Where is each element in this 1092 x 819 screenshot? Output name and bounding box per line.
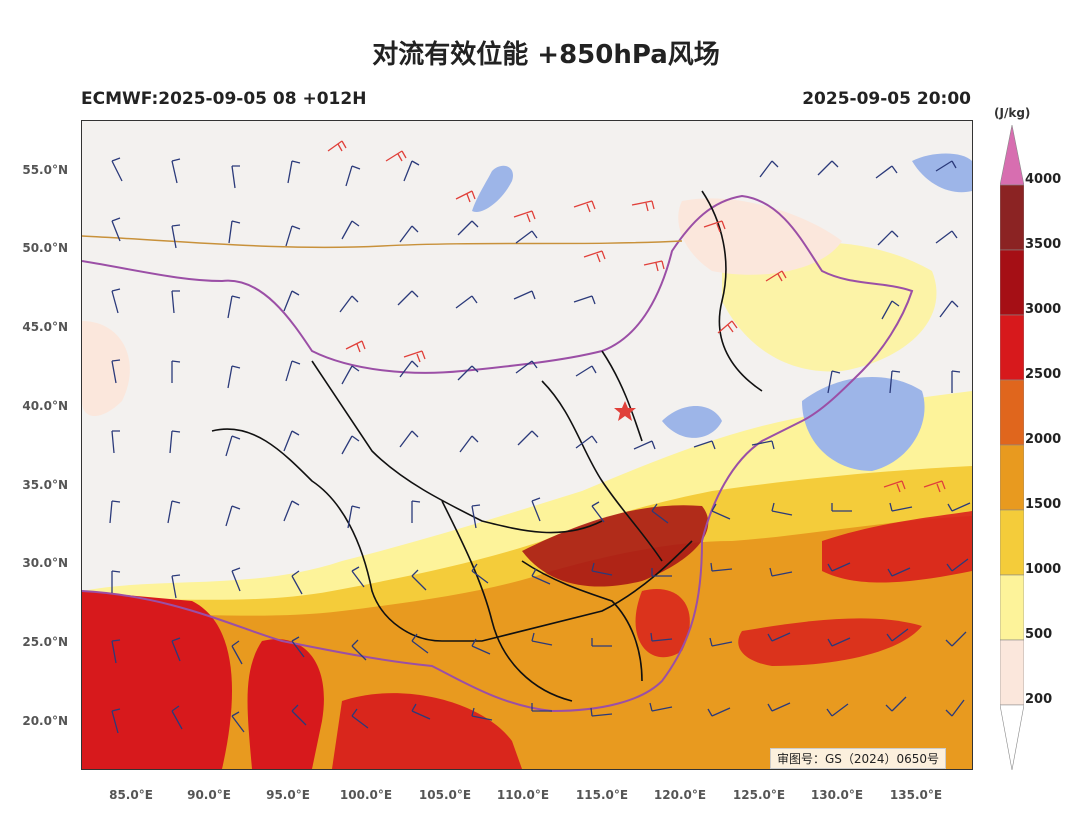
colorbar-segment — [1000, 639, 1024, 706]
lon-label: 135.0°E — [889, 788, 943, 802]
colorbar-segment — [1000, 509, 1024, 576]
lat-label: 50.0°N — [22, 241, 68, 255]
province-border — [211, 428, 693, 642]
province-border — [441, 500, 573, 702]
lon-label: 120.0°E — [653, 788, 707, 802]
province-border — [311, 360, 603, 534]
international-border — [82, 235, 683, 249]
colorbar-label: 2000 — [1025, 432, 1062, 447]
map-canvas — [82, 140, 972, 769]
lake — [912, 153, 972, 193]
capital-star — [614, 401, 636, 421]
colorbar-segment — [1000, 184, 1024, 251]
colorbar-segment — [1000, 574, 1024, 641]
national-border — [82, 194, 914, 713]
colorbar-segment — [1000, 444, 1024, 511]
colorbar-label: 1000 — [1025, 562, 1062, 577]
lon-label: 110.0°E — [496, 788, 550, 802]
colorbar-label: 3500 — [1025, 237, 1062, 252]
lat-label: 30.0°N — [22, 556, 68, 570]
lon-label: 115.0°E — [575, 788, 629, 802]
lon-label: 105.0°E — [418, 788, 472, 802]
province-border — [701, 190, 763, 392]
colorbar-extend-top — [1000, 125, 1024, 186]
wind-barbs-normal — [109, 157, 971, 734]
lat-label: 35.0°N — [22, 478, 68, 492]
cape-region-very-high — [822, 511, 972, 583]
lake — [472, 165, 513, 212]
lon-label: 100.0°E — [339, 788, 393, 802]
colorbar-unit: (J/kg) — [994, 106, 1031, 120]
lat-label: 20.0°N — [22, 714, 68, 728]
lon-label: 125.0°E — [732, 788, 786, 802]
cape-region-minimal — [678, 198, 842, 275]
lon-label: 90.0°E — [187, 788, 231, 802]
cape-region-minimal — [82, 321, 130, 416]
colorbar-label: 1500 — [1025, 497, 1062, 512]
cape-region-very-high — [332, 693, 522, 769]
colorbar-label: 4000 — [1025, 172, 1062, 187]
cape-region-very-high — [635, 589, 690, 658]
lat-label: 25.0°N — [22, 635, 68, 649]
province-border — [521, 560, 643, 682]
colorbar-segment — [1000, 249, 1024, 316]
wind-barbs-strong — [327, 140, 946, 493]
page-title: 对流有效位能 +850hPa风场 — [372, 40, 720, 70]
cape-region-very-high — [82, 591, 232, 769]
lat-label: 45.0°N — [22, 320, 68, 334]
sea-area — [662, 406, 722, 438]
lat-label: 55.0°N — [22, 163, 68, 177]
colorbar-label: 3000 — [1025, 302, 1062, 317]
colorbar-segment — [1000, 314, 1024, 381]
province-border — [541, 380, 663, 562]
colorbar-segment — [1000, 379, 1024, 446]
cape-region-very-high — [522, 505, 709, 587]
sea-area — [802, 377, 925, 471]
colorbar — [1000, 125, 1024, 771]
colorbar-label: 200 — [1025, 692, 1053, 707]
lon-label: 85.0°E — [109, 788, 153, 802]
colorbar-label: 2500 — [1025, 367, 1062, 382]
province-border — [601, 350, 643, 442]
cape-map — [81, 120, 973, 770]
lon-label: 95.0°E — [266, 788, 310, 802]
colorbar-label: 500 — [1025, 627, 1053, 642]
lat-label: 40.0°N — [22, 399, 68, 413]
model-run-label: ECMWF:2025-09-05 08 +012H — [81, 89, 367, 109]
valid-time-label: 2025-09-05 20:00 — [802, 89, 971, 109]
cape-region-very-high — [247, 639, 324, 769]
map-review-number: 审图号：GS（2024）0650号 — [770, 748, 946, 769]
lon-label: 130.0°E — [810, 788, 864, 802]
colorbar-extend-bottom — [1000, 704, 1024, 771]
